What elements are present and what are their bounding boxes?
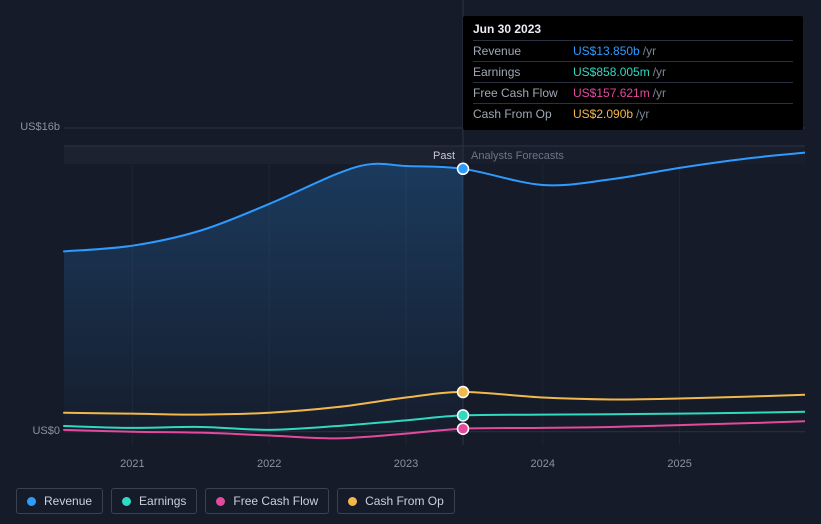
x-tick-label: 2024 xyxy=(531,458,555,470)
tooltip-row-unit: /yr xyxy=(653,65,666,79)
legend-item-fcf[interactable]: Free Cash Flow xyxy=(205,488,329,514)
legend-item-cfo[interactable]: Cash From Op xyxy=(337,488,455,514)
legend-item-label: Earnings xyxy=(139,494,186,508)
tooltip-row-unit: /yr xyxy=(653,86,666,100)
tooltip-row-value: US$13.850b xyxy=(573,44,640,58)
tooltip-row-label: Earnings xyxy=(473,65,573,79)
tooltip-row-earnings: EarningsUS$858.005m/yr xyxy=(473,61,793,82)
legend-dot-icon xyxy=(27,497,36,506)
tooltip-row-label: Cash From Op xyxy=(473,107,573,121)
x-tick-label: 2022 xyxy=(257,458,281,470)
tooltip-row-cfo: Cash From OpUS$2.090b/yr xyxy=(473,103,793,124)
chart-area[interactable]: Past Analysts Forecasts Jun 30 2023 Reve… xyxy=(16,0,805,476)
x-tick-label: 2023 xyxy=(394,458,418,470)
x-tick-label: 2025 xyxy=(667,458,691,470)
past-label: Past xyxy=(433,150,455,162)
tooltip-row-value: US$858.005m xyxy=(573,65,650,79)
legend-item-label: Revenue xyxy=(44,494,92,508)
tooltip-date: Jun 30 2023 xyxy=(473,22,793,40)
legend-item-label: Cash From Op xyxy=(365,494,444,508)
tooltip-row-unit: /yr xyxy=(636,107,649,121)
tooltip-row-value: US$2.090b xyxy=(573,107,633,121)
legend-item-label: Free Cash Flow xyxy=(233,494,318,508)
tooltip-row-fcf: Free Cash FlowUS$157.621m/yr xyxy=(473,82,793,103)
tooltip-row-unit: /yr xyxy=(643,44,656,58)
y-tick-label: US$0 xyxy=(16,425,60,437)
legend-dot-icon xyxy=(348,497,357,506)
legend-dot-icon xyxy=(216,497,225,506)
x-tick-label: 2021 xyxy=(120,458,144,470)
legend-dot-icon xyxy=(122,497,131,506)
tooltip-row-value: US$157.621m xyxy=(573,86,650,100)
cursor-tooltip: Jun 30 2023 RevenueUS$13.850b/yrEarnings… xyxy=(463,16,803,130)
tooltip-row-label: Revenue xyxy=(473,44,573,58)
forecast-label: Analysts Forecasts xyxy=(471,150,564,162)
tooltip-row-revenue: RevenueUS$13.850b/yr xyxy=(473,40,793,61)
legend: Revenue Earnings Free Cash Flow Cash From O… xyxy=(16,488,455,514)
legend-item-revenue[interactable]: Revenue xyxy=(16,488,103,514)
legend-item-earnings[interactable]: Earnings xyxy=(111,488,197,514)
y-tick-label: US$16b xyxy=(16,121,60,133)
tooltip-row-label: Free Cash Flow xyxy=(473,86,573,100)
